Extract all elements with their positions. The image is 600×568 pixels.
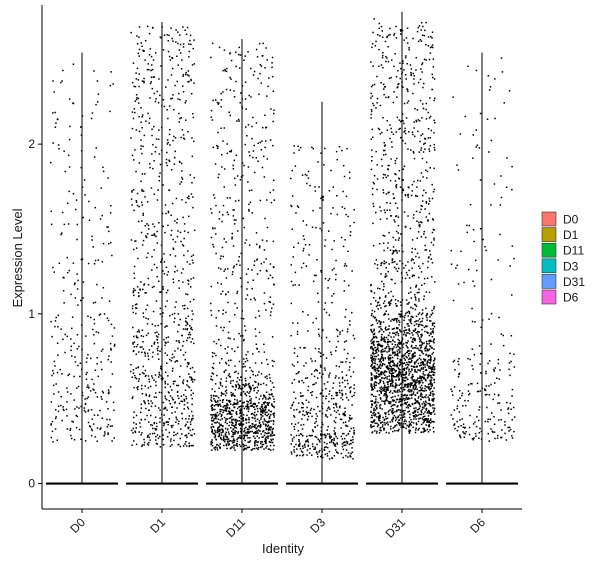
jitter-points-d0 xyxy=(50,63,116,443)
x-tick-label: D11 xyxy=(223,515,248,540)
x-tick-label: D31 xyxy=(383,515,409,541)
x-ticks: D0 D1 D11 D3 D31 D6 xyxy=(67,509,488,541)
points-d3 xyxy=(290,145,356,460)
y-ticks: 0 1 2 xyxy=(28,137,42,491)
points-d6 xyxy=(450,57,516,442)
axes xyxy=(41,5,522,510)
legend-swatch xyxy=(541,258,557,274)
y-tick-label: 0 xyxy=(28,477,35,491)
legend-swatch xyxy=(541,227,557,242)
violin-group-d1 xyxy=(126,21,198,485)
jitter-points-d11 xyxy=(210,42,276,451)
legend-swatch xyxy=(541,274,557,289)
legend-item-d1: D1 xyxy=(541,227,579,242)
violin-group-d31 xyxy=(366,11,438,485)
y-tick-label: 1 xyxy=(28,307,35,321)
legend-label: D3 xyxy=(563,259,579,273)
legend-label: D31 xyxy=(563,275,585,289)
x-tick-label: D3 xyxy=(307,515,328,536)
y-tick-label: 2 xyxy=(28,137,35,151)
jitter-points-d3 xyxy=(290,145,356,460)
legend-item-d11: D11 xyxy=(541,242,584,258)
jitter-points-d31 xyxy=(370,18,436,434)
x-axis-label: Identity xyxy=(262,541,304,556)
legend-label: D1 xyxy=(563,228,579,242)
jitter-points-d1 xyxy=(130,25,196,448)
points-d0 xyxy=(50,63,116,443)
x-tick-label: D1 xyxy=(147,515,168,536)
points-d11 xyxy=(210,42,276,451)
y-axis-label: Expression Level xyxy=(10,208,25,307)
legend-item-d3: D3 xyxy=(541,258,579,274)
legend-item-d31: D31 xyxy=(541,274,585,289)
violin-group-d0 xyxy=(46,52,118,485)
legend-swatch xyxy=(541,289,557,305)
legend-label: D11 xyxy=(563,244,584,258)
plot-area xyxy=(46,11,518,485)
points-d1 xyxy=(130,25,196,448)
violin-group-d3 xyxy=(286,101,358,485)
x-tick-label: D0 xyxy=(67,515,88,536)
legend-item-d0: D0 xyxy=(541,211,579,227)
points-d31 xyxy=(370,18,436,434)
violin-group-d6 xyxy=(446,52,518,485)
legend-label: D0 xyxy=(563,213,579,227)
jitter-points-d6 xyxy=(450,57,516,442)
legend-label: D6 xyxy=(563,291,579,305)
legend-swatch xyxy=(541,211,557,227)
violin-group-d11 xyxy=(206,38,278,485)
legend-swatch xyxy=(541,242,557,258)
legend-item-d6: D6 xyxy=(541,289,579,305)
x-tick-label: D6 xyxy=(467,515,488,536)
